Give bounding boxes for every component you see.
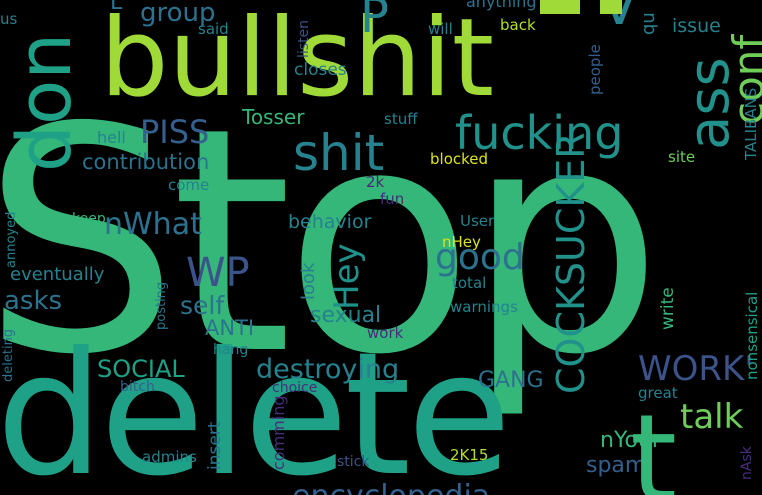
word-asks: asks: [4, 286, 63, 316]
word-us: us: [0, 10, 18, 28]
word-will: back: [500, 16, 536, 34]
word-2k: fun: [380, 190, 405, 208]
word-posting: hang: [213, 342, 249, 358]
word-2k15: nAsk: [739, 446, 755, 480]
word-stop: Stop: [0, 62, 663, 423]
word-great: comming: [269, 395, 288, 471]
word-back: issue: [672, 15, 721, 37]
word-destroying: destroying: [256, 354, 400, 385]
word-closes: stuff: [384, 110, 418, 128]
word-t-big: t: [630, 390, 678, 495]
word-don: don: [2, 32, 88, 172]
word-deleting: posting: [154, 281, 169, 330]
lime-fragment-2: [600, 0, 622, 14]
word-nyour: nYour: [600, 428, 661, 453]
word-annoyed: deleting: [1, 328, 16, 382]
word-tosser: Tosser: [242, 105, 305, 129]
word-anti: ANTI: [205, 316, 255, 340]
word-qu: qu: [638, 12, 659, 35]
word-gang: GANG: [478, 368, 544, 393]
word-talk: talk: [680, 397, 744, 437]
word-write: bitch: [120, 379, 155, 395]
word-listen: 2k: [366, 173, 385, 191]
word-piss: PISS: [140, 113, 210, 151]
word-nonsensical: nonsensical: [743, 291, 761, 380]
word-admins: stick: [337, 454, 370, 470]
word-comming: insert: [205, 421, 225, 470]
word-hey: Hey: [327, 243, 367, 310]
word-cocksucker: COCKSUCKER: [549, 132, 593, 394]
word-hell: come: [168, 176, 210, 194]
word-warnings: write: [658, 287, 678, 330]
word-stick: 2K15: [450, 446, 489, 464]
word-wp: WP: [186, 250, 250, 296]
word-spam: spam: [586, 453, 647, 478]
word-site: hell: [97, 128, 126, 147]
word-said: will: [428, 20, 453, 38]
word-fucking: fucking: [455, 106, 624, 160]
word-fun: keep: [72, 211, 106, 227]
word-total: look: [298, 262, 319, 300]
word-people: listen: [296, 19, 312, 58]
word-nhey: total: [452, 274, 487, 292]
word-eventually: annoyed: [4, 211, 19, 268]
word-nask: TALIBANS: [742, 87, 760, 160]
word-nwhat: nWhat: [104, 207, 202, 242]
word-hang: work: [367, 324, 404, 342]
word-come: closes: [294, 60, 347, 80]
word-self: self: [180, 291, 225, 320]
word-issue: anything: [466, 0, 537, 11]
word-encyclopedia: blocked: [430, 150, 489, 168]
word-delete: delete: [0, 316, 512, 495]
word-l-top: L: [110, 0, 123, 15]
word-group: group: [140, 0, 216, 28]
word-choice: great: [638, 384, 678, 402]
word-anything: people: [586, 44, 604, 95]
word-look: eventually: [10, 264, 105, 285]
word-bitch: choice: [272, 380, 318, 396]
word-blocked: site: [668, 148, 696, 166]
word-work: warnings: [450, 298, 518, 316]
word-good: good: [435, 237, 525, 278]
word-shit: shit: [293, 124, 385, 182]
word-p-top: P: [360, 0, 389, 44]
word-contribution: contribution: [82, 150, 210, 174]
word-user: nHey: [442, 233, 481, 251]
word-stuff: said: [198, 20, 229, 38]
lime-fragment: [540, 0, 580, 14]
word-social: SOCIAL: [97, 355, 185, 383]
word-keep: User: [460, 212, 495, 230]
word-work-apos: WORK': [638, 349, 754, 389]
word-bullshit: bullshit: [100, 0, 495, 121]
word-talibans: encyclopedia: [292, 482, 490, 495]
word-behavior: behavior: [288, 211, 372, 233]
word-sexual: sexual: [310, 303, 382, 328]
word-insert: admins: [142, 448, 197, 466]
